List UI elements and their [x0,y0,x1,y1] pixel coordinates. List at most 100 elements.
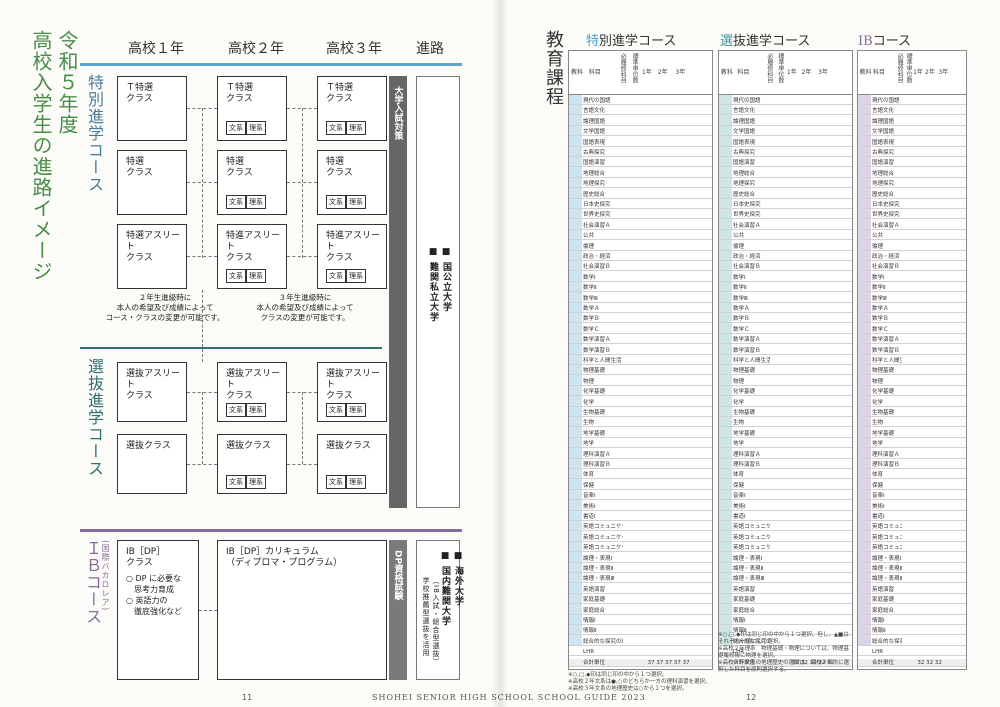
subject-name: 書道Ⅰ [733,514,746,520]
subject-name: 数学Ⅰ [872,274,885,281]
subject-name: 古典探究 [733,150,756,156]
subject-name: 数学Ⅱ [583,285,597,292]
table-row: 古典探究 [858,149,966,157]
subject-name: 社会演習Ａ [583,222,611,229]
column-header: 1年 [913,69,923,76]
subject-name: 合計単位 [872,659,895,666]
table-row: 数学Ｂ [569,315,712,324]
class-box-y2-s: 選抜クラス 文系 理系 [217,434,287,494]
table-row: 情報Ⅱ [858,627,966,636]
table-row: 数学演習Ａ [569,336,712,345]
class-label: 選抜クラス [326,441,371,451]
table-row: 古典探究 [719,149,852,157]
subject-name: 科学と人間生活 [583,358,622,364]
subject-name: 音楽Ⅰ [583,493,596,500]
subject-name: 数学Ａ [733,306,750,312]
course-ib-sub: (国際バカロレア) [101,540,110,612]
table-row: 総合的な探究の時間 [858,638,966,646]
subject-name: 文学国語 [583,129,606,136]
column-header: 標準単位数 [905,53,913,83]
class-box-y3-ta: 特進アスリート クラス 文系 理系 [317,224,387,289]
table-row: 数学Ⅰ [858,274,966,282]
class-label: 特選 クラス [326,157,353,178]
table-row: 論理・表現Ⅰ [569,555,712,563]
total-units: 37 37 37 37 37 [647,659,690,666]
table-row: 英語コミュニケーションⅢ [569,544,712,553]
table-row: 情報Ⅱ [569,627,712,636]
table-row: 体育 [569,471,712,480]
subject-name: 家庭基礎 [733,597,756,604]
table-row: 数学Ⅲ [719,295,852,303]
table-row: 理科演習Ｂ [719,461,852,469]
subject-name: 英語コミュニケーションⅠ [583,524,623,531]
table-note-tokubetsu: ※○,□,◆印は同じ印の中から１つ選択。 ※高校２年文系は●,○のどちらか一方の… [568,672,711,692]
tag-rikei: 理系 [346,475,366,489]
curriculum-table-ib: 教科 科目 必履修科目 標準単位数 1年 2年 3年 現代の国語 言語文化 論理国語 文学国語 国語表… [857,50,967,670]
table-row: 理科演習Ａ [858,451,966,459]
tag-bunkei: 文系 [226,269,246,283]
class-label: 特選 クラス [126,157,153,178]
subject-name: 現代の国語 [583,98,611,104]
subject-name: 地学基礎 [872,430,895,437]
table-row: 生物基礎 [719,409,852,417]
table-header: 教科 科目 必履修科目 標準単位数 1年 2年 3年 [858,51,966,95]
class-label: 選抜アスリート クラス [126,369,181,401]
column-header: 3年 [675,69,686,76]
header-year3: 高校３年 [326,41,382,57]
table-row: 理科演習Ｂ [569,461,712,469]
table-row: 国語演習 [719,159,852,168]
table-row: 英語コミュニケーションⅠ [569,523,712,532]
subject-name: 地理総合 [872,170,895,177]
table-row: 情報Ⅰ [858,617,966,625]
table-row: 化学 [569,399,712,407]
category-column [569,95,582,646]
ib-rule [80,529,462,532]
table-row: 倫理 [719,243,852,251]
subject-name: 論理・表現Ⅱ [583,566,614,572]
class-label: 特選 クラス [226,157,253,178]
page-title-left: 令和５年度 高校入学生の進路イメージ [28,30,80,350]
subject-name: 地学基礎 [583,430,606,437]
class-label: 特進アスリート クラス [326,231,381,263]
subject-name: 数学Ｃ [733,326,750,333]
subject-name: 社会演習Ｂ [872,264,900,271]
subject-name: 世界史探究 [872,212,900,219]
subject-name: 古典探究 [583,150,606,156]
subject-name: 数学Ｂ [872,316,889,323]
subject-name: 英語コミュニケーションⅢ [733,545,771,552]
subject-name: 化学基礎 [583,389,606,396]
subject-name: 地学 [583,441,595,448]
table-row: 社会演習Ｂ [569,263,712,272]
table-row: 国語表現 [569,139,712,147]
course-senbatsu-label: 選抜進学コース [85,358,104,477]
tag-bunkei: 文系 [326,269,346,283]
subject-name: 英語コミュニケーションⅢ [583,545,623,552]
subject-name: LHR [583,649,595,656]
subject-name: 数学Ａ [583,306,600,312]
subject-name: 生物 [872,420,884,427]
subject-name: 言語文化 [733,108,756,115]
connector [187,464,217,465]
column-header: 標準単位数 [776,53,784,83]
subject-name: 地理探究 [583,181,606,188]
book-spine [492,0,508,707]
table-row: 社会演習Ａ [569,222,712,230]
tag-bunkei: 文系 [226,403,246,417]
curriculum-table-senbatsu: 教科 科目 必履修科目 標準単位数 1年 2年 3年 現代の国語 言語文化 論理国語 文学国語 国語表… [718,50,853,670]
subject-name: 倫理 [583,243,595,250]
table-row: 地学基礎 [569,430,712,438]
subject-name: 数学Ⅱ [733,285,747,292]
table-row: 音楽Ⅰ [719,492,852,501]
subject-name: 地学基礎 [733,430,756,437]
table-row: 地理探究 [569,180,712,189]
subject-name: 論理国語 [872,118,895,125]
table-row: 数学Ｃ [719,326,852,334]
subject-name: 物理 [872,378,884,385]
subject-name: 数学Ｂ [733,316,750,323]
subject-name: 家庭基礎 [583,597,606,604]
table-row: 地理総合 [569,170,712,178]
table-row: 日本史探究 [719,201,852,209]
connector [202,290,203,362]
title-line-2: 高校入学生の進路イメージ [29,30,53,282]
table-row: 地理探究 [858,180,966,189]
